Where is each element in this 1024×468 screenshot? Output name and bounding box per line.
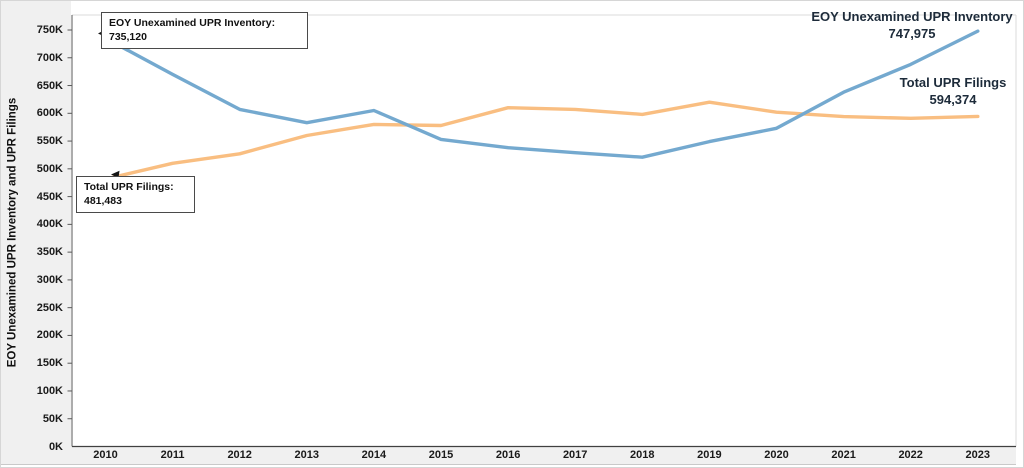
callout-inventory-2010: EOY Unexamined UPR Inventory: 735,120 — [101, 12, 308, 50]
series-label-inventory: EOY Unexamined UPR Inventory 747,975 — [807, 9, 1017, 43]
x-tick-label: 2015 — [428, 448, 454, 461]
y-tick-label: 550K — [36, 135, 63, 148]
y-tick-label: 500K — [36, 162, 63, 175]
series-label-filings-value: 594,374 — [929, 91, 977, 107]
y-axis-strip — [1, 1, 71, 464]
x-tick-label: 2013 — [294, 448, 320, 461]
y-axis-tick-labels: 0K 50K 100K 150K 200K 250K 300K 350K 400K 450K 500… — [1, 1, 64, 467]
x-tick-label: 2018 — [630, 448, 655, 461]
chart-bottom-divider — [1, 464, 1016, 465]
callout-filings-title: Total UPR Filings: — [84, 181, 174, 193]
series-line-filings — [103, 100, 980, 181]
y-tick-label: 50K — [42, 412, 63, 425]
series-label-inventory-value: 747,975 — [888, 25, 936, 41]
x-tick-label: 2017 — [562, 448, 588, 461]
series-label-inventory-name: EOY Unexamined UPR Inventory — [811, 9, 1013, 24]
y-tick-label: 600K — [36, 107, 63, 120]
series-label-filings: Total UPR Filings 594,374 — [889, 75, 1017, 109]
x-tick-label: 2019 — [697, 448, 722, 461]
x-tick-label: 2012 — [227, 448, 252, 461]
y-tick-label: 450K — [36, 190, 63, 203]
x-tick-label: 2014 — [361, 448, 387, 461]
series-label-filings-name: Total UPR Filings — [899, 75, 1007, 90]
x-tick-label: 2011 — [160, 448, 185, 461]
x-tick-label: 2022 — [898, 448, 923, 461]
y-tick-label: 150K — [36, 357, 63, 370]
y-tick-label: 300K — [36, 273, 63, 286]
callout-inventory-value: 735,120 — [109, 31, 147, 44]
y-tick-label: 200K — [36, 329, 63, 342]
callout-inventory-title: EOY Unexamined UPR Inventory: — [109, 17, 276, 29]
y-tick-label: 700K — [36, 51, 63, 64]
x-tick-label: 2020 — [764, 448, 789, 461]
x-axis-strip — [71, 447, 1016, 464]
y-tick-label: 350K — [36, 246, 63, 259]
x-tick-label: 2010 — [93, 448, 118, 461]
series-line-inventory — [103, 29, 980, 159]
y-tick-label: 250K — [36, 301, 63, 314]
x-tick-label: 2021 — [831, 448, 856, 461]
y-tick-label: 0K — [48, 440, 63, 453]
x-tick-label: 2016 — [495, 448, 521, 461]
x-tick-label: 2023 — [965, 448, 991, 461]
y-tick-label: 750K — [36, 24, 63, 36]
callout-filings-value: 481,483 — [84, 195, 122, 208]
y-tick-label: 400K — [36, 218, 63, 231]
y-tick-label: 100K — [36, 384, 63, 397]
y-tick-label: 650K — [36, 79, 63, 92]
callout-filings-2010: Total UPR Filings: 481,483 — [76, 176, 195, 214]
